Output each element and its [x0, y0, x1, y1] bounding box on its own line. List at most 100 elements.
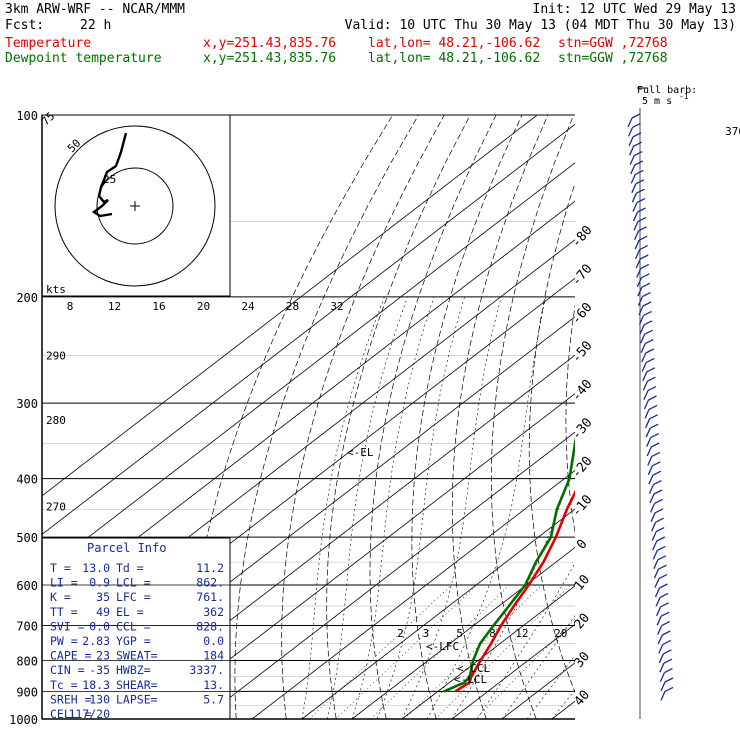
parcel-row-1-col-0: LI = [50, 576, 78, 590]
isotherm--120 [42, 115, 538, 497]
moist-adiabat-35 [526, 654, 575, 719]
dry-adiabat-330 [565, 303, 575, 534]
wind-barb-52 [656, 602, 669, 617]
wind-barb-32 [645, 414, 658, 429]
wind-barb-55 [657, 630, 671, 645]
parcel-row-9-col-3: 5.7 [203, 692, 224, 706]
wind-barb-27 [642, 367, 656, 382]
wind-barb-48 [653, 564, 667, 579]
dry-adiabat-320 [528, 182, 575, 694]
parcel-row-2-col-3: 761. [196, 590, 224, 604]
isotherm--10 [301, 508, 575, 719]
wind-barb-37 [647, 461, 661, 476]
dewpoint-line [443, 436, 575, 693]
parcel-row-10-col-1: 117/20 [68, 707, 110, 721]
parcel-row-1-col-3: 862. [196, 576, 224, 590]
wind-barb-35 [646, 442, 660, 457]
theta-left-label-280: 280 [46, 414, 66, 427]
parcel-row-5-col-3: 0.0 [203, 634, 224, 648]
wind-barb-41 [649, 498, 663, 513]
wind-barb-7 [631, 179, 645, 194]
parcel-info-frame [41, 537, 231, 720]
dry-adiabat-380 [734, 115, 740, 719]
temperature-line [454, 489, 575, 693]
wind-barb-29 [643, 386, 657, 400]
wind-barb-6 [630, 169, 644, 184]
isotherm-10 [401, 585, 575, 719]
isotherm-label-20: 20 [572, 611, 594, 633]
parcel-row-3-col-0: TT = [50, 605, 78, 619]
wind-barb-53 [656, 611, 670, 626]
wind-barb-45 [652, 536, 666, 551]
moist-adiabat-15 [426, 296, 547, 719]
isotherm--100 [42, 162, 575, 574]
wind-barb-28 [642, 376, 656, 391]
marker-lcl: <-LCL [454, 673, 487, 686]
parcel-row-5-col-2: YGP = [116, 634, 151, 648]
pressure-tick-1000: 1000 [9, 713, 38, 727]
wind-barb-10 [632, 207, 646, 222]
parcel-row-7-col-0: CIN = [50, 663, 85, 677]
marker-lfc: <-LFC [426, 640, 459, 653]
pressure-tick-700: 700 [16, 619, 38, 633]
wind-barb-57 [658, 649, 672, 664]
wind-barb-25 [641, 348, 655, 363]
hodograph-inset: 25 50 75 kts [39, 110, 231, 297]
wind-barb-20 [638, 301, 652, 316]
dewpoint-latlon: lat,lon= 48.21,-106.62 [368, 51, 541, 66]
barb-legend-title: Full barb: [637, 85, 697, 96]
barb-legend-value: 5 m s [642, 96, 672, 107]
wind-barb-58 [659, 658, 673, 673]
wind-barb-39 [648, 480, 662, 494]
wind-barb-59 [659, 668, 673, 682]
parcel-row-5-col-1: 2.83 [82, 634, 110, 648]
pressure-tick-600: 600 [16, 579, 38, 593]
temperature-legend-label: Temperature [5, 36, 92, 51]
moist-adiabat-30 [501, 615, 575, 719]
mixing-ratio-line-3 [335, 584, 477, 719]
parcel-row-1-col-1: 0.9 [89, 576, 110, 590]
mixing-ratio-label-20: 20 [554, 627, 567, 640]
isotherm--30 [201, 431, 575, 719]
wind-barb-34 [646, 433, 659, 447]
parcel-row-8-col-2: SHEAR= [116, 678, 158, 692]
parcel-info-title: Parcel Info [87, 541, 166, 555]
wind-barb-8 [631, 188, 645, 203]
sounding-series [443, 436, 575, 693]
dewpoint-station: stn=GGW ,72768 [558, 51, 668, 66]
wind-barb-19 [637, 292, 651, 306]
temperature-xy: x,y=251.43,835.76 [203, 36, 337, 51]
parcel-row-1-col-2: LCL = [116, 576, 151, 590]
parcel-row-0-col-1: 13.0 [82, 561, 110, 575]
parcel-row-5-col-0: PW = [50, 634, 78, 648]
dry-adiabat-270 [326, 115, 471, 719]
isotherm-30 [501, 662, 575, 719]
wind-barb-11 [633, 216, 647, 231]
mixing-ratio-label-12: 12 [515, 627, 528, 640]
mixing-ratio-label-3: 3 [423, 627, 430, 640]
theta-left-label-290: 290 [46, 349, 66, 362]
isotherm--40 [151, 393, 575, 719]
moist-adiabat-0 [351, 296, 435, 719]
wind-barb-18 [637, 282, 651, 297]
theta-left-label-270: 270 [46, 501, 66, 514]
wind-barb-49 [654, 574, 668, 588]
wind-barb-46 [652, 545, 666, 560]
parcel-row-8-col-3: 13. [203, 678, 224, 692]
parcel-row-2-col-0: K = [50, 590, 71, 604]
wind-barb-5 [630, 160, 644, 175]
wind-barb-21 [638, 310, 652, 325]
wind-barb-2 [628, 132, 642, 147]
parcel-row-6-col-1: 23 [96, 649, 110, 663]
wind-barb-61 [660, 686, 674, 701]
parcel-row-7-col-2: HWBZ= [116, 663, 151, 677]
wind-barb-15 [635, 254, 649, 269]
pressure-tick-100: 100 [16, 109, 38, 123]
dewpoint-xy: x,y=251.43,835.76 [203, 51, 337, 66]
parcel-row-8-col-0: Tc = [50, 678, 78, 692]
wind-scale-label-28: 28 [286, 300, 299, 313]
isotherm-50 [602, 115, 740, 719]
wind-barb-44 [651, 527, 665, 541]
header-title: 3km ARW-WRF -- NCAR/MMM [5, 2, 186, 17]
